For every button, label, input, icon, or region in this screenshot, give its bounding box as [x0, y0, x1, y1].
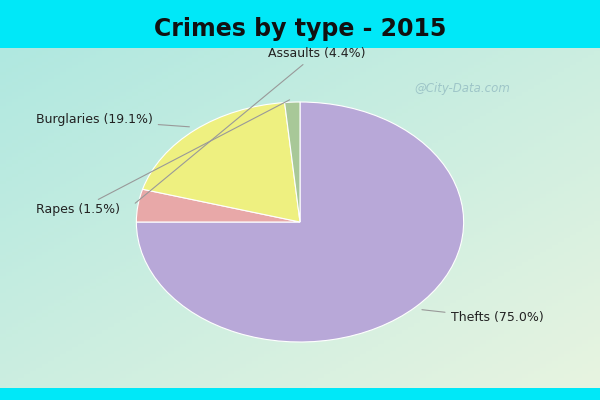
Wedge shape [136, 189, 300, 222]
Text: Crimes by type - 2015: Crimes by type - 2015 [154, 17, 446, 41]
Wedge shape [284, 102, 300, 222]
Wedge shape [143, 102, 300, 222]
Text: Rapes (1.5%): Rapes (1.5%) [36, 100, 290, 216]
Text: @City-Data.com: @City-Data.com [414, 82, 510, 95]
Wedge shape [136, 102, 464, 342]
Text: Assaults (4.4%): Assaults (4.4%) [135, 47, 365, 203]
Text: Burglaries (19.1%): Burglaries (19.1%) [36, 114, 190, 127]
Text: Thefts (75.0%): Thefts (75.0%) [422, 310, 543, 324]
